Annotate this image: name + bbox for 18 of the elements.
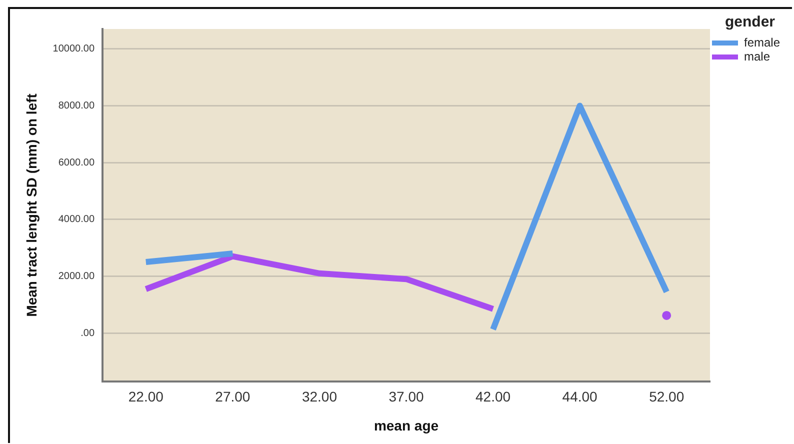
- x-axis-title: mean age: [374, 417, 439, 434]
- x-tick-label: 42.00: [476, 388, 511, 405]
- legend-title: gender: [724, 14, 776, 31]
- legend-label: male: [744, 49, 770, 64]
- x-tick-label: 22.00: [128, 388, 164, 405]
- x-tick-label: 44.00: [562, 388, 598, 405]
- y-tick-label: 8000.00: [58, 100, 95, 112]
- x-tick-label: 52.00: [649, 388, 684, 405]
- y-tick-label: 10000.00: [52, 44, 95, 55]
- x-tick-label: 32.00: [302, 388, 338, 405]
- legend-label: female: [744, 35, 780, 50]
- x-tick-label: 27.00: [215, 388, 250, 405]
- y-tick-label: 2000.00: [58, 271, 95, 282]
- y-tick-label: 6000.00: [58, 157, 95, 168]
- y-tick-label: 4000.00: [58, 214, 95, 226]
- y-tick-label: .00: [80, 328, 95, 339]
- y-axis-title: Mean tract lenght SD (mm) on left: [23, 93, 40, 317]
- x-tick-label: 37.00: [388, 388, 424, 405]
